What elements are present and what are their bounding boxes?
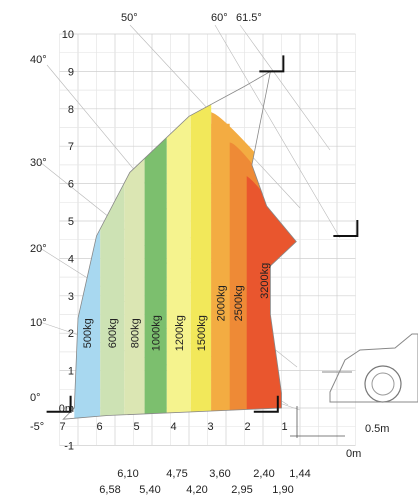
- angle-label: 10°: [30, 317, 47, 329]
- boom-marker: [253, 395, 279, 413]
- zone-label-500kg: 500kg: [82, 318, 94, 348]
- reach-label-lower: 5,40: [139, 484, 160, 496]
- front-wheel-hub: [371, 372, 395, 396]
- boom-markers: [46, 55, 359, 413]
- zone-1500kg: [190, 71, 212, 420]
- zone-labels: 500kg 600kg 800kg 1000kg 1200kg 1500kg 2000kg 2…: [82, 263, 271, 351]
- reach-label-lower: 4,20: [186, 484, 207, 496]
- angle-label: 0°: [30, 392, 41, 404]
- x-tick-label: 1: [281, 421, 287, 433]
- machine-body: [329, 333, 418, 403]
- x-tick-label: 2: [244, 421, 250, 433]
- angle-label: 30°: [30, 157, 47, 169]
- reach-label-upper: 2,40: [253, 468, 274, 480]
- angle-label: -5°: [30, 421, 44, 433]
- angle-label: 50°: [121, 12, 138, 24]
- zone-600kg: [100, 71, 125, 420]
- reach-label-upper: 1,44: [289, 468, 310, 480]
- zone-label-1000kg: 1000kg: [151, 315, 163, 351]
- reach-label-upper: 3,60: [209, 468, 230, 480]
- angle-ray: [214, 24, 341, 239]
- zone-800kg: [124, 71, 145, 420]
- telehandler-silhouette: [322, 333, 418, 403]
- reach-label-lower: 6,58: [99, 484, 120, 496]
- y-tick-label: 6: [68, 179, 74, 191]
- axes: -1 0m 1 2 3 4 5 6 7 8 9 10 7 6 5 4 3 2 1 -5° 0° 10° 20° 30° 40° 5…: [30, 12, 389, 496]
- zone-label-3200kg: 3200kg: [259, 263, 271, 299]
- y-tick-label: 4: [68, 253, 74, 265]
- annotation-origin: 0m: [346, 448, 361, 460]
- envelope-outline: [62, 70, 297, 420]
- load-zones: [74, 71, 297, 420]
- x-tick-label: 3: [207, 421, 213, 433]
- y-tick-label: 0m: [59, 403, 74, 415]
- zone-1000kg: [144, 71, 167, 420]
- x-tick-label: 5: [133, 421, 139, 433]
- boom-marker: [259, 55, 285, 73]
- angle-ray: [239, 24, 331, 151]
- zone-label-2500kg: 2500kg: [233, 285, 245, 321]
- angle-label: 20°: [30, 243, 47, 255]
- reach-label-upper: 6,10: [117, 468, 138, 480]
- boom-marker: [46, 395, 72, 413]
- reach-label-upper: 4,75: [166, 468, 187, 480]
- x-tick-label: 6: [96, 421, 102, 433]
- zone-label-600kg: 600kg: [107, 318, 119, 348]
- annotation-offset: 0.5m: [365, 423, 389, 435]
- reach-label-lower: 2,95: [231, 484, 252, 496]
- y-tick-label: 1: [68, 366, 74, 378]
- x-tick-label: 4: [170, 421, 176, 433]
- zone-label-1200kg: 1200kg: [174, 315, 186, 351]
- zone-cap-3200kg: [246, 176, 297, 420]
- x-tick-label: 7: [59, 421, 65, 433]
- angle-label: 61.5°: [236, 12, 262, 24]
- angle-label: 40°: [30, 54, 47, 66]
- y-tick-label: 2: [68, 328, 74, 340]
- reach-label-lower: 1,90: [272, 484, 293, 496]
- y-tick-label: 3: [68, 291, 74, 303]
- y-tick-label: 10: [62, 29, 74, 41]
- y-tick-label: 8: [68, 104, 74, 116]
- zone-label-800kg: 800kg: [129, 318, 141, 348]
- y-tick-label: 5: [68, 216, 74, 228]
- zone-cap-2500kg: [229, 142, 297, 420]
- angle-label: 60°: [211, 12, 228, 24]
- front-wheel: [364, 365, 402, 403]
- y-tick-label: -1: [64, 440, 74, 452]
- zone-label-2000kg: 2000kg: [215, 285, 227, 321]
- boom-marker: [333, 219, 359, 237]
- y-tick-label: 9: [68, 66, 74, 78]
- zone-label-1500kg: 1500kg: [196, 315, 208, 351]
- y-tick-label: 7: [68, 141, 74, 153]
